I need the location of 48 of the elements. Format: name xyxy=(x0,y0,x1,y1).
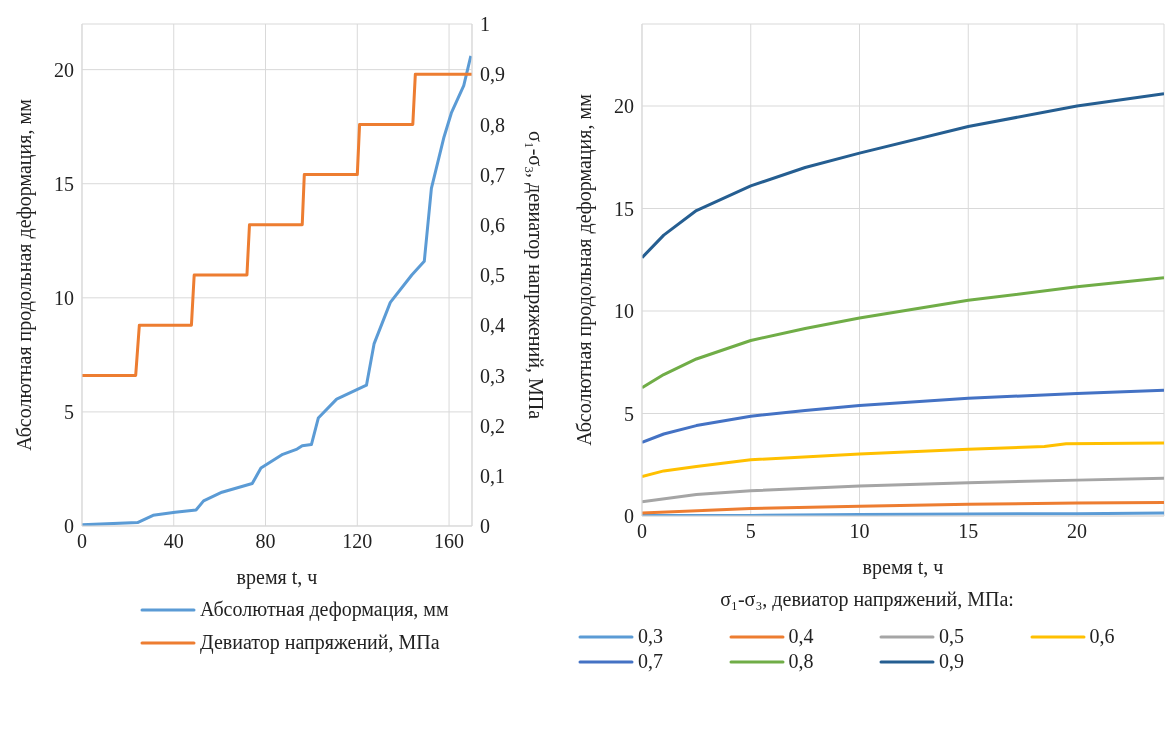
y2-tick-label: 0,5 xyxy=(480,264,505,287)
y-tick-label: 20 xyxy=(54,58,74,81)
x-tick-label: 20 xyxy=(1067,520,1087,543)
y2-tick-label: 0,8 xyxy=(480,113,505,136)
x-axis-title: время t, ч xyxy=(236,566,318,589)
x-tick-label: 15 xyxy=(958,520,979,543)
legend-label: 0,6 xyxy=(1089,625,1115,648)
y-tick-label: 15 xyxy=(54,172,74,195)
y-tick-label: 20 xyxy=(614,95,634,118)
x-tick-label: 40 xyxy=(163,530,184,553)
line-series xyxy=(642,441,1164,479)
x-tick-label: 160 xyxy=(434,530,465,553)
y-tick-label: 15 xyxy=(614,197,634,220)
y2-tick-label: 0,9 xyxy=(480,63,505,86)
legend-label: 0,8 xyxy=(788,650,814,673)
y2-tick-label: 1 xyxy=(480,13,490,36)
y-axis-title: Абсолютная продольная деформация, мм xyxy=(13,98,36,451)
legend-label: 0,4 xyxy=(788,625,814,648)
y2-tick-label: 0,3 xyxy=(480,364,505,387)
x-tick-label: 120 xyxy=(342,530,373,553)
y-tick-label: 5 xyxy=(624,402,634,425)
legend-label: Девиатор напряжений, МПа xyxy=(200,631,440,654)
y-tick-label: 10 xyxy=(54,286,74,309)
x-tick-label: 80 xyxy=(255,530,276,553)
legend-label: 0,7 xyxy=(638,650,663,673)
x-tick-label: 5 xyxy=(745,520,756,543)
line-series xyxy=(642,476,1164,504)
x-tick-label: 10 xyxy=(849,520,870,543)
y-axis-title: Абсолютная продольная деформация, мм xyxy=(573,93,596,446)
line-series xyxy=(642,388,1164,444)
y2-tick-label: 0,6 xyxy=(480,213,505,236)
y2-tick-label: 0,7 xyxy=(480,163,505,186)
y-tick-label: 10 xyxy=(614,300,634,323)
legend-label: 0,3 xyxy=(638,625,663,648)
y2-tick-label: 0,2 xyxy=(480,414,505,437)
legend-label: 0,5 xyxy=(939,625,964,648)
y2-tick-label: 0,1 xyxy=(480,464,505,487)
legend-label: Абсолютная деформация, мм xyxy=(200,598,449,621)
legend-label: 0,9 xyxy=(939,650,964,673)
y-tick-label: 0 xyxy=(624,505,634,528)
y2-axis-title: σ₁-σ₃, девиатор напряжений, МПа xyxy=(524,130,547,420)
y2-tick-label: 0,4 xyxy=(480,314,505,337)
line-series xyxy=(642,276,1164,390)
line-series xyxy=(82,72,472,377)
legend-title: σ₁-σ₃, девиатор напряжений, МПа: xyxy=(719,588,1015,611)
line-series xyxy=(642,92,1164,260)
x-axis-title: время t, ч xyxy=(862,556,944,579)
y-tick-label: 5 xyxy=(64,401,74,424)
